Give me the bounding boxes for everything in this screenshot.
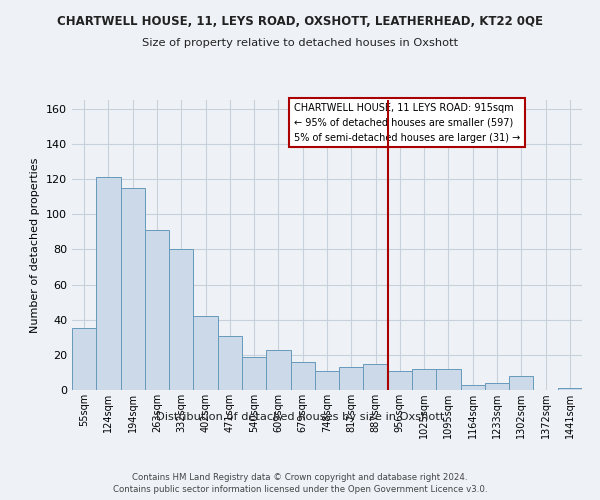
Text: Distribution of detached houses by size in Oxshott: Distribution of detached houses by size … — [156, 412, 444, 422]
Text: Size of property relative to detached houses in Oxshott: Size of property relative to detached ho… — [142, 38, 458, 48]
Bar — [72, 328, 96, 390]
Bar — [388, 370, 412, 390]
Y-axis label: Number of detached properties: Number of detached properties — [31, 158, 40, 332]
Bar — [169, 250, 193, 390]
Text: CHARTWELL HOUSE, 11 LEYS ROAD: 915sqm
← 95% of detached houses are smaller (597): CHARTWELL HOUSE, 11 LEYS ROAD: 915sqm ← … — [294, 103, 520, 142]
Bar — [315, 370, 339, 390]
Bar — [364, 364, 388, 390]
Bar — [461, 384, 485, 390]
Text: CHARTWELL HOUSE, 11, LEYS ROAD, OXSHOTT, LEATHERHEAD, KT22 0QE: CHARTWELL HOUSE, 11, LEYS ROAD, OXSHOTT,… — [57, 15, 543, 28]
Bar — [558, 388, 582, 390]
Bar — [509, 376, 533, 390]
Bar — [290, 362, 315, 390]
Text: Contains public sector information licensed under the Open Government Licence v3: Contains public sector information licen… — [113, 485, 487, 494]
Bar — [218, 336, 242, 390]
Bar — [96, 178, 121, 390]
Bar — [436, 369, 461, 390]
Bar — [145, 230, 169, 390]
Bar — [412, 369, 436, 390]
Bar — [242, 356, 266, 390]
Bar — [193, 316, 218, 390]
Text: Contains HM Land Registry data © Crown copyright and database right 2024.: Contains HM Land Registry data © Crown c… — [132, 472, 468, 482]
Bar — [339, 367, 364, 390]
Bar — [266, 350, 290, 390]
Bar — [485, 383, 509, 390]
Bar — [121, 188, 145, 390]
